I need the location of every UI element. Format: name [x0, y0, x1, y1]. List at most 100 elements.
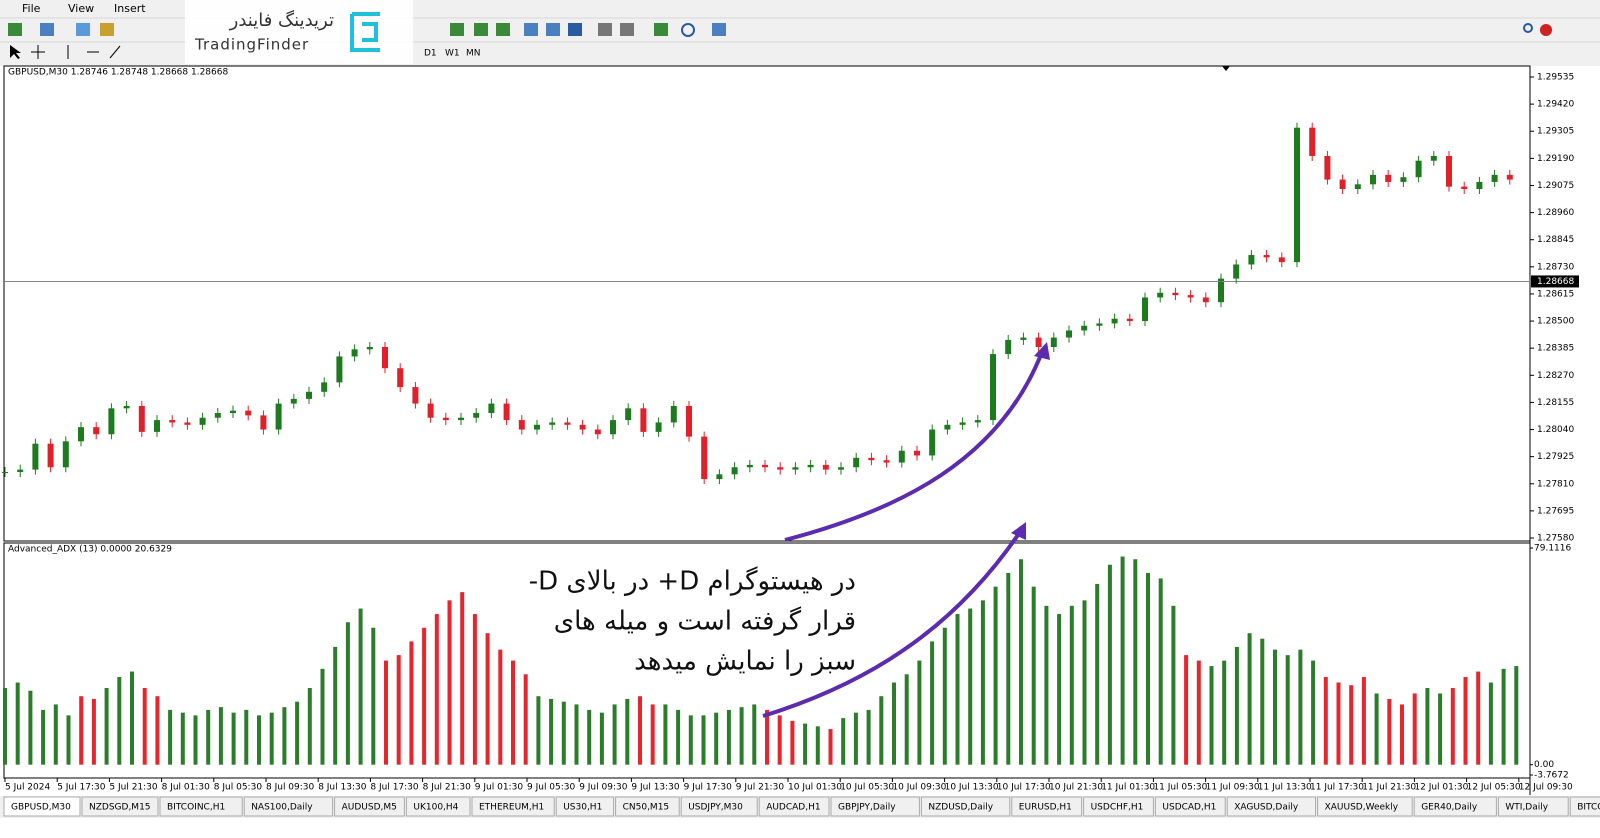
tab[interactable] — [830, 796, 920, 817]
tab[interactable] — [1154, 796, 1226, 817]
tool-icon[interactable] — [620, 23, 634, 36]
period-button[interactable]: D1 — [424, 49, 437, 59]
histogram-bar — [866, 709, 871, 765]
x-tick-label: 12 Jul 01:30 — [1414, 783, 1468, 793]
histogram-bar — [650, 704, 655, 765]
tab[interactable] — [1497, 796, 1569, 817]
tab-label[interactable]: NAS100,Daily — [251, 803, 313, 813]
tab-label[interactable]: AUDUSD,M5 — [342, 803, 397, 813]
tab-label[interactable]: WTI,Daily — [1505, 803, 1548, 813]
menu-item[interactable]: Insert — [114, 2, 146, 15]
tab[interactable] — [3, 796, 81, 817]
tab[interactable] — [334, 796, 405, 817]
histogram-bar — [1019, 559, 1023, 765]
menu-item[interactable]: File — [22, 2, 41, 15]
tab[interactable] — [471, 796, 555, 817]
histogram-bar — [142, 687, 147, 765]
tool-icon[interactable] — [681, 23, 695, 37]
tab-label[interactable]: USDCHF,H1 — [1091, 803, 1144, 813]
tab-label[interactable]: US30,H1 — [563, 803, 602, 813]
search-icon[interactable] — [1523, 23, 1533, 33]
tool-icon[interactable] — [654, 23, 668, 36]
histogram-bar — [1285, 655, 1290, 765]
tab[interactable] — [243, 796, 334, 817]
histogram-bar — [193, 715, 198, 765]
tool-icon[interactable] — [474, 23, 488, 36]
histogram-bar — [955, 614, 960, 765]
tab-label[interactable]: USDJPY,M30 — [688, 803, 743, 813]
tool-icon[interactable] — [496, 23, 510, 36]
tool-icon[interactable] — [40, 23, 54, 36]
arrow-head — [1011, 522, 1026, 540]
tool-icon[interactable] — [712, 23, 726, 36]
histogram-bar — [1247, 633, 1252, 765]
tab[interactable] — [680, 796, 758, 817]
tab-label[interactable]: BITCOIN,Daily — [1577, 803, 1600, 813]
cursor-tool[interactable] — [10, 45, 21, 59]
tool-icon[interactable] — [524, 23, 538, 36]
tab[interactable] — [1011, 796, 1083, 817]
crosshair-tool[interactable] — [31, 45, 45, 59]
tool-icon[interactable] — [598, 23, 612, 36]
tab-label[interactable]: XAUUSD,Weekly — [1325, 803, 1399, 813]
histogram-bar — [1514, 666, 1519, 765]
current-price-box — [1531, 275, 1579, 288]
tab-label[interactable]: NZDUSD,Daily — [928, 803, 993, 813]
y-tick-label: 1.29535 — [1537, 73, 1574, 83]
tab[interactable] — [1083, 796, 1154, 817]
histogram-bar — [244, 709, 249, 765]
tab-label[interactable]: AUDCAD,H1 — [766, 803, 820, 813]
tab[interactable] — [81, 796, 159, 817]
tab-label[interactable]: USDCAD,H1 — [1162, 803, 1216, 813]
tab-label[interactable]: NZDSGD,M15 — [89, 803, 151, 813]
tab[interactable] — [1569, 796, 1600, 817]
tool-icon[interactable] — [568, 23, 582, 36]
tool-icon[interactable] — [450, 23, 464, 36]
x-tick-label: 9 Jul 05:30 — [527, 783, 576, 793]
histogram-bar — [485, 633, 490, 765]
indicator-header: Advanced_ADX (13) 0.0000 20.6329 — [8, 545, 172, 555]
tab[interactable] — [555, 796, 615, 817]
period-button[interactable]: MN — [466, 49, 481, 59]
tab-label[interactable]: EURUSD,H1 — [1019, 803, 1072, 813]
tab[interactable] — [1413, 796, 1497, 817]
histogram-bar — [777, 715, 782, 765]
tab[interactable] — [758, 796, 830, 817]
histogram-bar — [1044, 605, 1049, 765]
x-tick-label: 8 Jul 13:30 — [318, 783, 367, 793]
histogram-bar — [1273, 649, 1277, 765]
histogram-bar — [599, 712, 604, 765]
tab[interactable] — [615, 796, 680, 817]
logo-mark — [350, 12, 380, 52]
tab[interactable] — [159, 796, 243, 817]
histogram-bar — [1298, 649, 1303, 765]
tool-icon[interactable] — [100, 23, 114, 36]
y-tick-label: 1.29305 — [1537, 127, 1574, 137]
tab-label[interactable]: BITCOINC,H1 — [167, 803, 225, 813]
tab-label[interactable]: UK100,H4 — [413, 803, 458, 813]
tab-label[interactable]: GBPJPY,Daily — [838, 803, 896, 813]
x-tick-label: 11 Jul 09:30 — [1206, 783, 1260, 793]
tab[interactable] — [1317, 796, 1413, 817]
histogram-bar — [1450, 687, 1455, 765]
histogram-bar — [1438, 693, 1443, 765]
tab[interactable] — [405, 796, 471, 817]
alert-icon[interactable] — [1540, 24, 1552, 36]
tool-icon[interactable] — [546, 23, 560, 36]
histogram-bar — [942, 627, 947, 765]
menu-item[interactable]: View — [68, 2, 94, 15]
tool-icon[interactable] — [76, 23, 90, 36]
line-tools[interactable] — [67, 45, 121, 59]
histogram-bar — [1146, 572, 1150, 765]
histogram-bar — [1387, 698, 1392, 765]
tab-label[interactable]: CN50,M15 — [623, 803, 670, 813]
tab-label[interactable]: XAGUSD,Daily — [1234, 803, 1299, 813]
tab-label[interactable]: GER40,Daily — [1421, 803, 1478, 813]
shift-marker — [1222, 66, 1230, 71]
tab-label[interactable]: GBPUSD,M30 — [11, 803, 71, 813]
tool-icon[interactable] — [8, 23, 22, 36]
tab-label[interactable]: ETHEREUM,H1 — [479, 803, 544, 813]
period-button[interactable]: W1 — [445, 49, 460, 59]
tab[interactable] — [920, 796, 1011, 817]
tab[interactable] — [1226, 796, 1317, 817]
